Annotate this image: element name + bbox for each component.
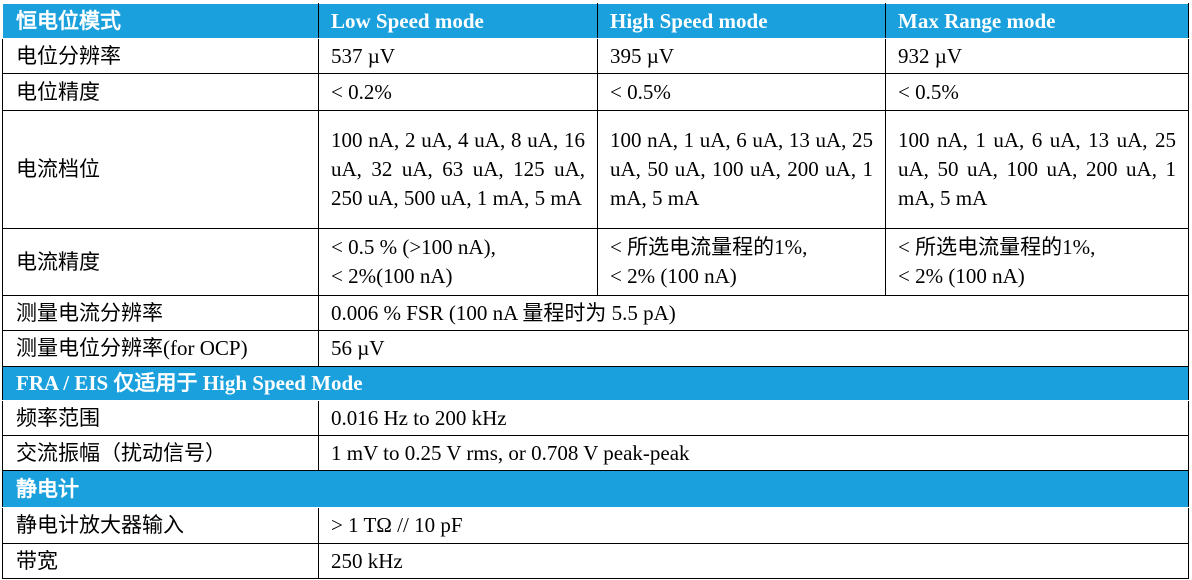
row-label: 电位分辨率 <box>2 38 319 74</box>
section-title: FRA / EIS 仅适用于 High Speed Mode <box>2 366 1189 401</box>
row-label: 电流精度 <box>2 228 319 296</box>
cell: < 所选电流量程的1%, < 2% (100 nA) <box>885 228 1189 296</box>
section-title: 静电计 <box>2 470 1189 508</box>
cell: 250 kHz <box>318 543 1189 579</box>
table-row: 频率范围 0.016 Hz to 200 kHz <box>2 400 1189 436</box>
cell: 537 µV <box>318 38 598 74</box>
cell: 56 µV <box>318 330 1189 367</box>
row-label: 交流振幅（扰动信号） <box>2 435 319 471</box>
table-row: 测量电位分辨率(for OCP) 56 µV <box>2 330 1189 367</box>
cell: 395 µV <box>597 38 886 74</box>
cell: 932 µV <box>885 38 1189 74</box>
row-label: 频率范围 <box>2 400 319 436</box>
header-cell: Max Range mode <box>885 3 1189 39</box>
table-row: 静电计放大器输入 > 1 TΩ // 10 pF <box>2 507 1189 544</box>
cell: 0.006 % FSR (100 nA 量程时为 5.5 pA) <box>318 295 1189 331</box>
cell: < 0.2% <box>318 73 598 111</box>
cell: 0.016 Hz to 200 kHz <box>318 400 1189 436</box>
table-row: 电流精度 < 0.5 % (>100 nA), < 2%(100 nA) < 所选电… <box>2 228 1189 296</box>
row-label: 电流档位 <box>2 110 319 229</box>
row-label: 测量电流分辨率 <box>2 295 319 331</box>
table-row: 电位分辨率 537 µV 395 µV 932 µV <box>2 38 1189 74</box>
row-label: 带宽 <box>2 543 319 579</box>
cell: 100 nA, 1 uA, 6 uA, 13 uA, 25 uA, 50 uA,… <box>597 110 886 229</box>
cell: > 1 TΩ // 10 pF <box>318 507 1189 544</box>
cell: 100 nA, 1 uA, 6 uA, 13 uA, 25 uA, 50 uA,… <box>885 110 1189 229</box>
table-row: 带宽 250 kHz <box>2 543 1189 579</box>
header-cell: Low Speed mode <box>318 3 598 39</box>
cell: 1 mV to 0.25 V rms, or 0.708 V peak-peak <box>318 435 1189 471</box>
header-cell: 恒电位模式 <box>2 3 319 39</box>
table-row: 电流档位 100 nA, 2 uA, 4 uA, 8 uA, 16 uA, 32 … <box>2 110 1189 229</box>
cell: < 所选电流量程的1%, < 2% (100 nA) <box>597 228 886 296</box>
table-body: 恒电位模式 Low Speed mode High Speed mode Max Ra… <box>2 3 1189 579</box>
table-row: FRA / EIS 仅适用于 High Speed Mode <box>2 366 1189 401</box>
cell: < 0.5% <box>885 73 1189 111</box>
table-row: 交流振幅（扰动信号） 1 mV to 0.25 V rms, or 0.708 V… <box>2 435 1189 471</box>
cell: 100 nA, 2 uA, 4 uA, 8 uA, 16 uA, 32 uA, … <box>318 110 598 229</box>
row-label: 电位精度 <box>2 73 319 111</box>
table-row: 电位精度 < 0.2% < 0.5% < 0.5% <box>2 73 1189 111</box>
row-label: 静电计放大器输入 <box>2 507 319 544</box>
table-row: 恒电位模式 Low Speed mode High Speed mode Max Ra… <box>2 3 1189 39</box>
cell: < 0.5% <box>597 73 886 111</box>
row-label: 测量电位分辨率(for OCP) <box>2 330 319 367</box>
cell: < 0.5 % (>100 nA), < 2%(100 nA) <box>318 228 598 296</box>
table-row: 测量电流分辨率 0.006 % FSR (100 nA 量程时为 5.5 pA) <box>2 295 1189 331</box>
table-row: 静电计 <box>2 470 1189 508</box>
header-cell: High Speed mode <box>597 3 886 39</box>
spec-table: 恒电位模式 Low Speed mode High Speed mode Max Ra… <box>2 3 1189 579</box>
